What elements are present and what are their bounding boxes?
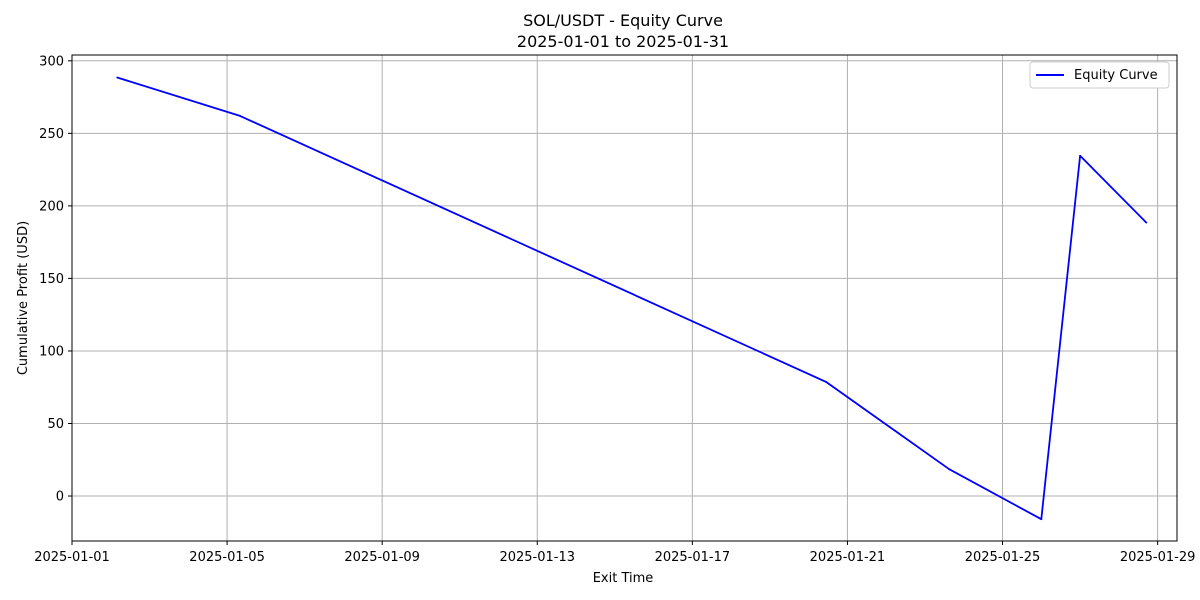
x-tick-label: 2025-01-25 <box>965 550 1041 565</box>
chart-subtitle: 2025-01-01 to 2025-01-31 <box>517 32 729 51</box>
data-point <box>1145 221 1148 224</box>
x-tick-label: 2025-01-21 <box>810 550 886 565</box>
data-point <box>116 76 119 79</box>
x-axis-label: Exit Time <box>593 571 654 586</box>
y-tick-label: 200 <box>39 199 64 214</box>
data-point <box>239 115 241 117</box>
x-tick-label: 2025-01-13 <box>499 550 575 565</box>
y-tick-label: 150 <box>39 272 64 287</box>
x-tick-label: 2025-01-05 <box>189 550 265 565</box>
legend-box <box>1029 61 1170 89</box>
legend: Equity Curve <box>1029 61 1170 89</box>
data-point <box>1079 154 1081 157</box>
chart-title: SOL/USDT - Equity Curve <box>523 11 723 30</box>
grid-layer <box>71 55 1177 541</box>
data-point <box>1040 518 1043 521</box>
y-tick-label: 250 <box>39 127 64 142</box>
x-tick-label: 2025-01-29 <box>1120 550 1196 565</box>
legend-label-equity-curve: Equity Curve <box>1074 68 1158 83</box>
y-tick-label: 300 <box>39 54 64 69</box>
y-tick-label: 100 <box>39 344 64 359</box>
x-tick-label: 2025-01-09 <box>344 550 420 565</box>
y-tick-label: 50 <box>47 417 64 432</box>
y-axis-label: Cumulative Profit (USD) <box>16 221 31 375</box>
plot-frame <box>71 54 1178 542</box>
data-point <box>825 381 828 383</box>
data-point <box>948 468 951 471</box>
x-tick-label: 2025-01-01 <box>34 550 110 565</box>
x-tick-label: 2025-01-17 <box>655 550 731 565</box>
y-tick-label: 0 <box>56 490 64 505</box>
ticks-layer: 2025-01-01 2025-01-05 2025-01-09 2025-01-13… <box>34 54 1195 565</box>
series-layer <box>116 76 1148 521</box>
